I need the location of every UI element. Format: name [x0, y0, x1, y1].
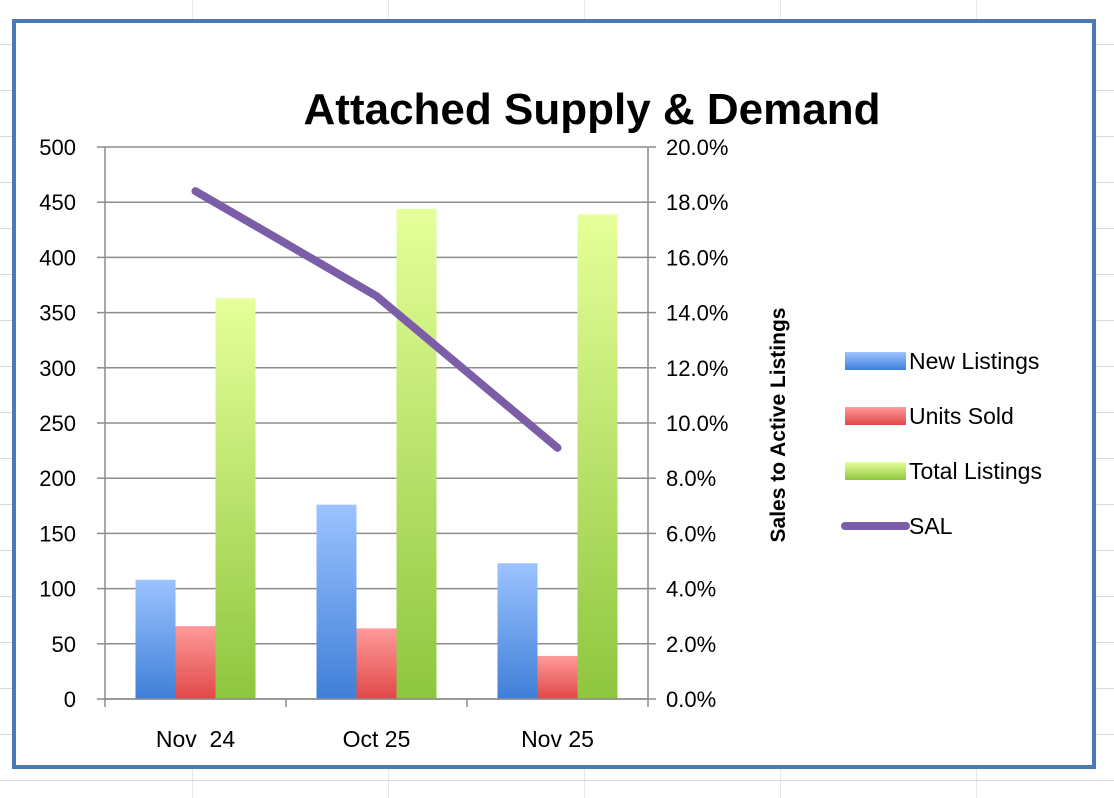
right-tick-label: 20.0% — [666, 135, 728, 160]
left-tick-label: 200 — [39, 466, 76, 491]
bar-units-sold — [537, 655, 578, 699]
x-tick-label: Nov 24 — [156, 726, 235, 752]
gridlines — [105, 146, 648, 700]
left-tick-label: 500 — [39, 135, 76, 160]
bar-total-listings — [396, 208, 437, 699]
left-tick-label: 300 — [39, 356, 76, 381]
left-tick-label: 350 — [39, 301, 76, 326]
left-tick-label: 50 — [52, 632, 76, 657]
bar-total-listings — [577, 214, 618, 699]
left-tick-label: 450 — [39, 190, 76, 215]
bar-units-sold — [175, 626, 216, 699]
left-tick-label: 0 — [64, 687, 76, 712]
left-tick-label: 100 — [39, 577, 76, 602]
x-tick-label: Nov 25 — [521, 726, 594, 752]
bar-total-listings — [215, 298, 256, 699]
bar-new-listings — [316, 504, 357, 699]
right-tick-label: 12.0% — [666, 356, 728, 381]
bar-new-listings — [135, 579, 176, 699]
x-tick-label: Oct 25 — [343, 726, 411, 752]
right-tick-label: 2.0% — [666, 632, 716, 657]
right-tick-label: 10.0% — [666, 411, 728, 436]
right-axis-label: Sales to Active Listings — [767, 308, 790, 543]
bars — [135, 208, 618, 699]
legend-label: Total Listings — [909, 458, 1042, 484]
left-tick-label: 400 — [39, 245, 76, 270]
legend-swatch — [845, 352, 906, 370]
legend: New Listings Units Sold Total Listings SAL — [841, 348, 1042, 539]
bar-new-listings — [497, 563, 538, 699]
legend-swatch — [845, 462, 906, 480]
right-tick-label: 4.0% — [666, 577, 716, 602]
right-tick-label: 8.0% — [666, 466, 716, 491]
right-tick-label: 18.0% — [666, 190, 728, 215]
right-tick-label: 0.0% — [666, 687, 716, 712]
right-tick-label: 6.0% — [666, 521, 716, 546]
axes: 0 50 100 150 200 250 300 350 400 450 500 0.0% 2.0% 4.… — [39, 135, 728, 752]
legend-label: New Listings — [909, 348, 1039, 374]
left-tick-label: 250 — [39, 411, 76, 436]
right-tick-label: 14.0% — [666, 301, 728, 326]
legend-label: Units Sold — [909, 403, 1014, 429]
chart-title: Attached Supply & Demand — [304, 85, 881, 134]
right-tick-label: 16.0% — [666, 245, 728, 270]
legend-label: SAL — [909, 513, 953, 539]
sal-line-layer — [191, 187, 562, 452]
legend-swatch — [845, 407, 906, 425]
bar-units-sold — [356, 628, 397, 699]
left-tick-label: 150 — [39, 521, 76, 546]
